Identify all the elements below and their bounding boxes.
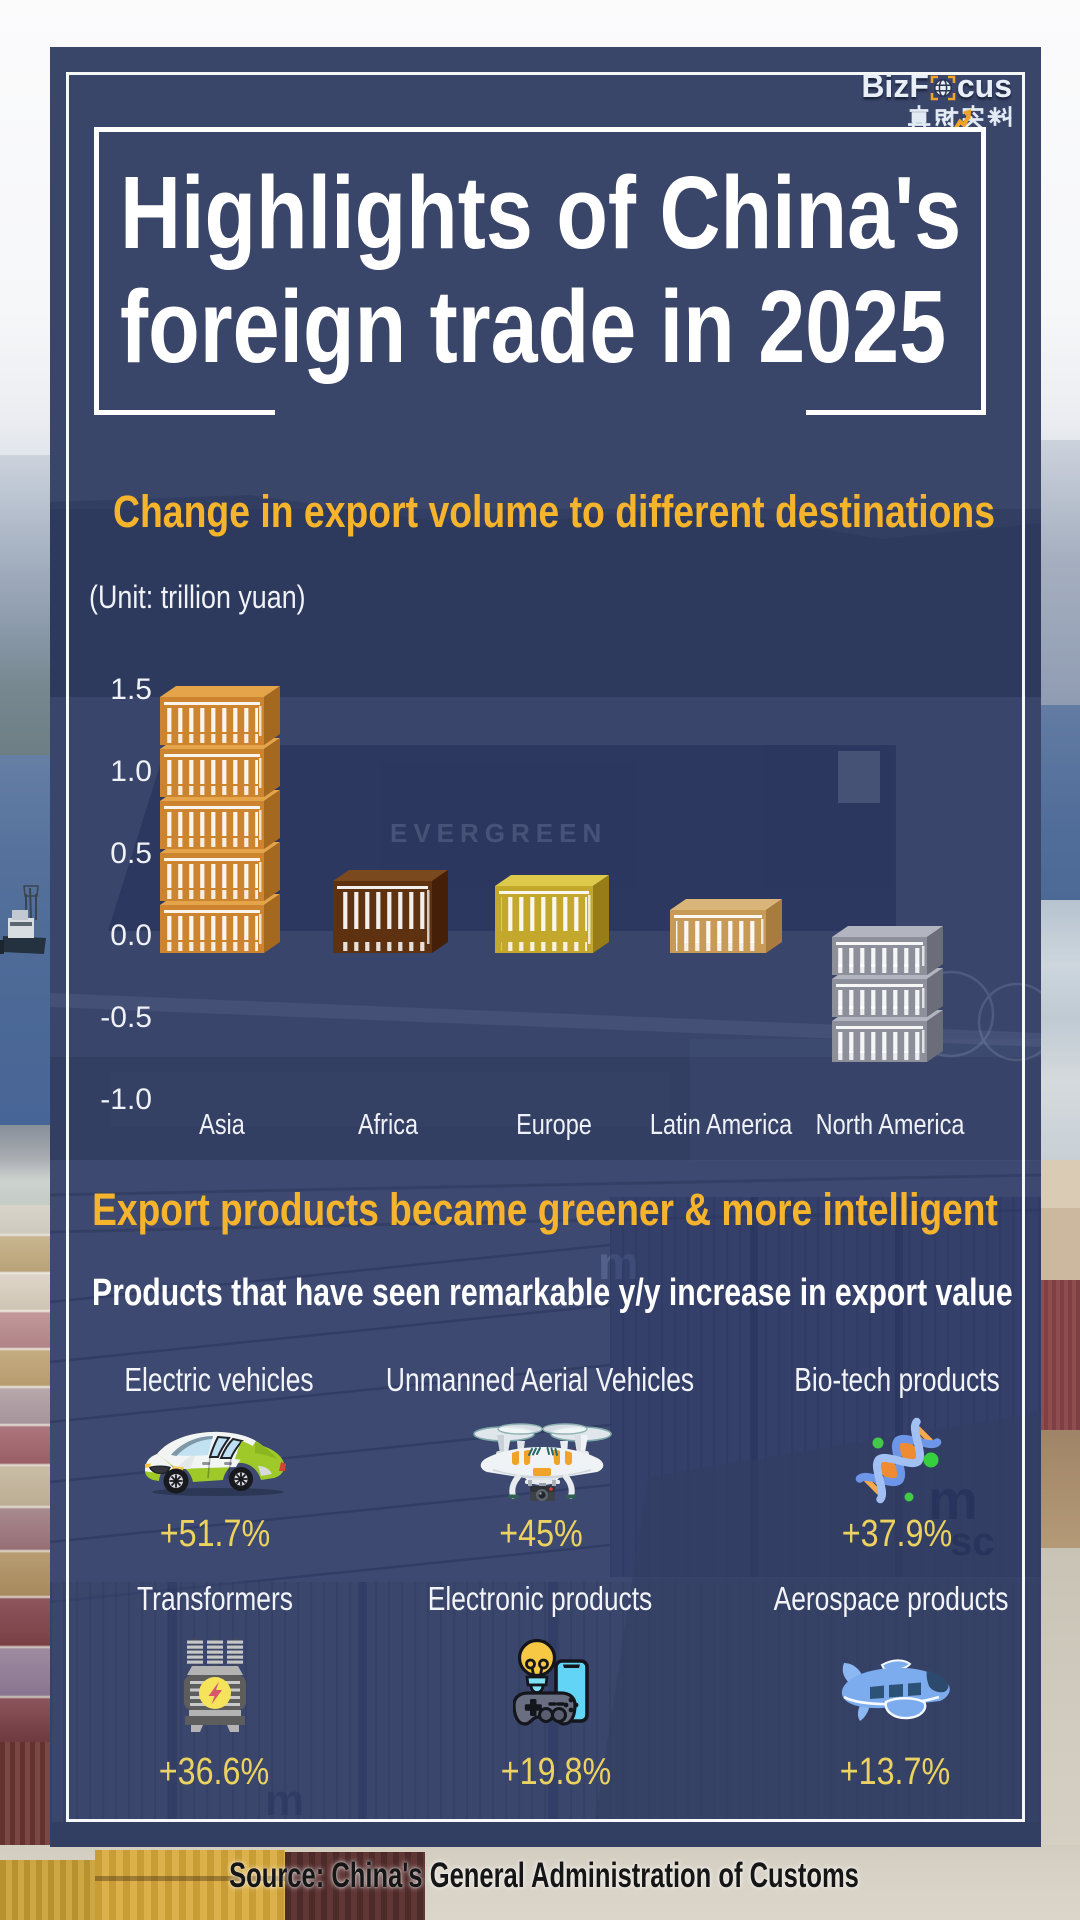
svg-text:m: m (928, 1468, 978, 1531)
svg-text:1.0: 1.0 (110, 755, 152, 788)
svg-text:1.5: 1.5 (110, 673, 152, 706)
svg-text:m: m (265, 1776, 304, 1825)
svg-text:North America: North America (816, 1108, 965, 1141)
svg-text:0.0: 0.0 (110, 919, 152, 952)
svg-text:Europe: Europe (516, 1108, 592, 1141)
svg-text:Africa: Africa (358, 1108, 418, 1141)
svg-text:-1.0: -1.0 (100, 1083, 152, 1116)
svg-text:Asia: Asia (199, 1108, 245, 1141)
svg-text:sc: sc (950, 1520, 995, 1564)
svg-text:-0.5: -0.5 (100, 1001, 152, 1034)
svg-text:EVERGREEN: EVERGREEN (390, 818, 607, 848)
svg-text:0.5: 0.5 (110, 837, 152, 870)
svg-text:Latin America: Latin America (650, 1108, 793, 1141)
